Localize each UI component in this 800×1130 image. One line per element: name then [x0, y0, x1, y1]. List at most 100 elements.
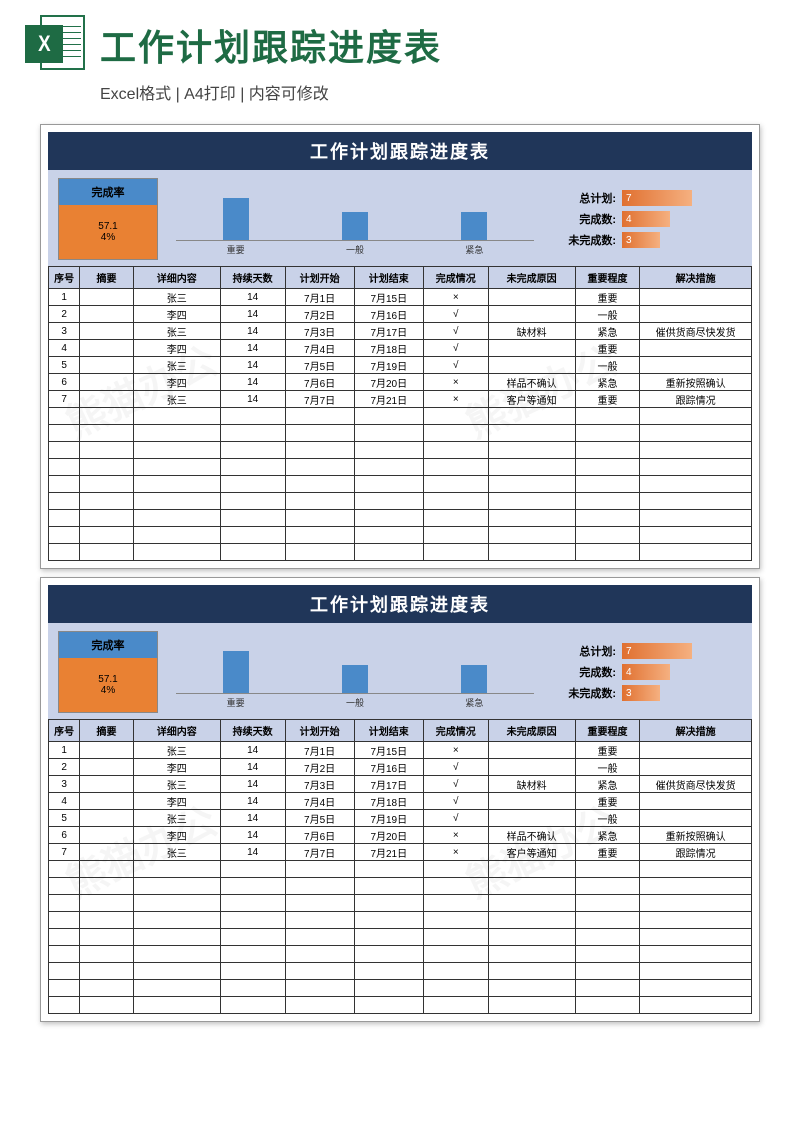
table-cell[interactable]	[575, 476, 640, 493]
table-cell[interactable]	[80, 476, 134, 493]
table-cell[interactable]	[220, 408, 285, 425]
table-cell[interactable]	[575, 408, 640, 425]
table-cell[interactable]: 重要	[575, 391, 640, 408]
table-cell[interactable]: 7月18日	[354, 340, 423, 357]
table-cell[interactable]: ×	[423, 374, 488, 391]
table-cell[interactable]: 14	[220, 357, 285, 374]
table-cell[interactable]: 14	[220, 306, 285, 323]
table-cell[interactable]	[423, 510, 488, 527]
table-cell[interactable]	[488, 742, 575, 759]
table-cell[interactable]	[80, 946, 134, 963]
table-cell[interactable]	[133, 493, 220, 510]
table-cell[interactable]	[220, 963, 285, 980]
table-cell[interactable]	[80, 527, 134, 544]
table-cell[interactable]	[640, 963, 752, 980]
table-cell[interactable]	[640, 793, 752, 810]
table-cell[interactable]: 7月17日	[354, 776, 423, 793]
table-cell[interactable]	[133, 878, 220, 895]
table-cell[interactable]	[133, 510, 220, 527]
table-cell[interactable]	[80, 357, 134, 374]
table-cell[interactable]: √	[423, 776, 488, 793]
table-cell[interactable]	[423, 861, 488, 878]
table-cell[interactable]	[575, 878, 640, 895]
table-cell[interactable]	[80, 793, 134, 810]
table-cell[interactable]	[640, 476, 752, 493]
table-cell[interactable]	[80, 289, 134, 306]
table-cell[interactable]	[640, 493, 752, 510]
table-cell[interactable]	[354, 929, 423, 946]
table-cell[interactable]	[80, 776, 134, 793]
table-cell[interactable]	[133, 963, 220, 980]
table-cell[interactable]	[220, 980, 285, 997]
table-cell[interactable]	[80, 425, 134, 442]
table-cell[interactable]: 7月3日	[285, 323, 354, 340]
table-cell[interactable]: 7月4日	[285, 340, 354, 357]
table-cell[interactable]	[49, 459, 80, 476]
table-cell[interactable]	[575, 442, 640, 459]
table-cell[interactable]: √	[423, 340, 488, 357]
table-cell[interactable]: 李四	[133, 793, 220, 810]
table-cell[interactable]	[640, 544, 752, 561]
table-cell[interactable]	[575, 861, 640, 878]
table-cell[interactable]	[133, 912, 220, 929]
table-cell[interactable]	[220, 997, 285, 1014]
table-cell[interactable]	[488, 929, 575, 946]
table-cell[interactable]	[285, 408, 354, 425]
table-cell[interactable]: 14	[220, 827, 285, 844]
table-cell[interactable]	[354, 861, 423, 878]
table-cell[interactable]	[285, 912, 354, 929]
table-cell[interactable]: 7月17日	[354, 323, 423, 340]
table-cell[interactable]	[49, 408, 80, 425]
table-cell[interactable]	[49, 963, 80, 980]
table-cell[interactable]: 14	[220, 776, 285, 793]
table-cell[interactable]	[488, 510, 575, 527]
table-cell[interactable]	[133, 527, 220, 544]
table-cell[interactable]: 4	[49, 793, 80, 810]
table-cell[interactable]: 紧急	[575, 374, 640, 391]
table-cell[interactable]	[423, 912, 488, 929]
table-cell[interactable]	[80, 742, 134, 759]
table-cell[interactable]	[49, 997, 80, 1014]
table-cell[interactable]	[423, 442, 488, 459]
table-cell[interactable]	[575, 980, 640, 997]
table-cell[interactable]	[285, 425, 354, 442]
table-cell[interactable]	[354, 425, 423, 442]
table-cell[interactable]	[640, 980, 752, 997]
table-cell[interactable]	[80, 912, 134, 929]
table-cell[interactable]	[49, 861, 80, 878]
table-cell[interactable]	[354, 980, 423, 997]
table-cell[interactable]	[133, 442, 220, 459]
table-cell[interactable]: ×	[423, 742, 488, 759]
table-cell[interactable]	[80, 861, 134, 878]
table-cell[interactable]: 李四	[133, 759, 220, 776]
table-cell[interactable]	[80, 929, 134, 946]
table-cell[interactable]	[354, 442, 423, 459]
table-cell[interactable]	[640, 459, 752, 476]
table-cell[interactable]: 7月7日	[285, 844, 354, 861]
table-cell[interactable]: 重要	[575, 289, 640, 306]
table-cell[interactable]	[488, 289, 575, 306]
table-cell[interactable]	[220, 544, 285, 561]
table-cell[interactable]: 7月5日	[285, 357, 354, 374]
table-cell[interactable]	[133, 425, 220, 442]
table-cell[interactable]	[80, 391, 134, 408]
table-cell[interactable]: 2	[49, 759, 80, 776]
table-cell[interactable]: ×	[423, 391, 488, 408]
table-cell[interactable]	[285, 929, 354, 946]
table-cell[interactable]	[220, 476, 285, 493]
table-cell[interactable]: √	[423, 357, 488, 374]
table-cell[interactable]: 14	[220, 844, 285, 861]
table-cell[interactable]	[640, 289, 752, 306]
table-cell[interactable]: 跟踪情况	[640, 391, 752, 408]
table-cell[interactable]	[80, 878, 134, 895]
table-cell[interactable]	[220, 493, 285, 510]
table-cell[interactable]	[354, 997, 423, 1014]
table-cell[interactable]: 3	[49, 323, 80, 340]
table-cell[interactable]	[640, 510, 752, 527]
table-cell[interactable]	[640, 357, 752, 374]
table-cell[interactable]: 7月1日	[285, 289, 354, 306]
table-cell[interactable]	[80, 493, 134, 510]
table-cell[interactable]: 一般	[575, 810, 640, 827]
table-cell[interactable]	[488, 793, 575, 810]
table-cell[interactable]	[49, 929, 80, 946]
